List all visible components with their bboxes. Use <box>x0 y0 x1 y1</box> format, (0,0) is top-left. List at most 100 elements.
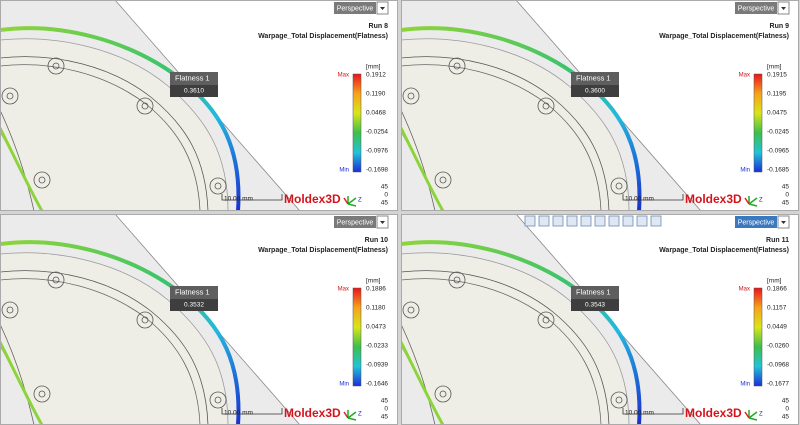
boss <box>537 311 555 329</box>
max-label: Max <box>739 73 750 79</box>
legend-value: 0.1912 <box>366 72 386 79</box>
boss-hole <box>214 182 222 190</box>
scene <box>0 0 398 211</box>
boss-hole <box>38 176 46 184</box>
color-bar <box>352 73 362 173</box>
boss <box>537 97 555 115</box>
legend-value: 0.1915 <box>767 72 787 79</box>
probe-value: 0.3600 <box>585 88 605 95</box>
toolbar-button[interactable] <box>538 215 550 227</box>
toolbar-button[interactable] <box>650 215 662 227</box>
legend-value: -0.0245 <box>767 129 789 136</box>
triad-label: Z <box>759 198 763 204</box>
legend-value: 0.1180 <box>366 305 386 312</box>
run-label: Run 11 <box>766 237 789 244</box>
min-label: Min <box>740 382 750 388</box>
view-angle: 45 <box>381 200 389 207</box>
triad-x <box>744 411 750 419</box>
legend-value: -0.1646 <box>366 381 388 388</box>
view-angle: 45 <box>782 414 790 421</box>
toolbar-button[interactable] <box>622 215 634 227</box>
part-inner <box>0 278 201 425</box>
legend-value: -0.0939 <box>366 362 388 369</box>
view-angle: 45 <box>381 184 389 191</box>
boss-hole <box>439 176 447 184</box>
probe-name: Flatness 1 <box>576 287 611 296</box>
probe-value: 0.3610 <box>184 88 204 95</box>
toolbar-button[interactable] <box>566 215 578 227</box>
dropdown-arrow <box>781 7 786 10</box>
scale-bar <box>221 194 283 201</box>
probe-value: 0.3532 <box>184 302 204 309</box>
legend-value: -0.1677 <box>767 381 789 388</box>
boss-hole <box>542 316 550 324</box>
toolbar-button[interactable] <box>608 215 620 227</box>
boss <box>1 301 19 319</box>
perspective-button[interactable] <box>735 216 777 228</box>
boss <box>209 177 227 195</box>
probe-header <box>571 286 619 299</box>
legend-value: -0.0968 <box>767 362 789 369</box>
min-label: Min <box>339 382 349 388</box>
legend-value: 0.0473 <box>366 324 386 331</box>
run-label: Run 10 <box>365 237 388 244</box>
rim-left <box>0 127 44 211</box>
max-label: Max <box>739 287 750 293</box>
min-label: Min <box>339 168 349 174</box>
probe-name: Flatness 1 <box>576 73 611 82</box>
toolbar-button[interactable] <box>580 215 592 227</box>
rim-left <box>401 127 445 211</box>
legend-value: -0.0965 <box>767 148 789 155</box>
legend-value: -0.0260 <box>767 343 789 350</box>
view-angle: 0 <box>785 192 789 199</box>
triad-x <box>343 197 349 205</box>
probe-body <box>170 299 218 311</box>
triad-x <box>343 411 349 419</box>
part-inner <box>401 109 436 211</box>
boss <box>610 177 628 195</box>
part-inner <box>0 270 209 425</box>
legend-value: 0.1886 <box>366 286 386 293</box>
logo: Moldex3D <box>685 192 742 206</box>
boss <box>136 97 154 115</box>
legend-value: -0.1698 <box>366 167 388 174</box>
perspective-button[interactable] <box>334 2 376 14</box>
triad-label: Z <box>358 412 362 418</box>
result-title: Warpage_Total Displacement(Flatness) <box>659 33 789 40</box>
boss-hole <box>52 276 60 284</box>
logo: Moldex3D <box>284 192 341 206</box>
legend-value: 0.1866 <box>767 286 787 293</box>
legend-value: 0.1195 <box>767 91 787 98</box>
dropdown-arrow <box>781 221 786 224</box>
boss <box>33 171 51 189</box>
toolbar-button[interactable] <box>552 215 564 227</box>
part-inner <box>401 270 610 425</box>
scale-label: 10.00 mm <box>224 410 253 417</box>
triad-x <box>744 197 750 205</box>
unit-label: [mm] <box>366 64 381 71</box>
perspective-label: Perspective <box>337 219 374 226</box>
view-angle: 45 <box>381 414 389 421</box>
min-label: Min <box>740 168 750 174</box>
boss <box>402 87 420 105</box>
part-inner <box>0 109 35 211</box>
probe-header <box>571 72 619 85</box>
boss <box>209 391 227 409</box>
toolbar-button[interactable] <box>524 215 536 227</box>
toolbar-button[interactable] <box>594 215 606 227</box>
boss-hole <box>615 396 623 404</box>
boss-hole <box>6 306 14 314</box>
toolbar-button[interactable] <box>636 215 648 227</box>
legend-value: -0.0254 <box>366 129 388 136</box>
legend-value: 0.1190 <box>366 91 386 98</box>
viewport: Perspective Run 10 Warpage_Total Displacem… <box>0 214 398 425</box>
scene <box>401 0 799 211</box>
perspective-button[interactable] <box>735 2 777 14</box>
boss-hole <box>214 396 222 404</box>
perspective-button[interactable] <box>334 216 376 228</box>
viewport: Perspective Run 9 Warpage_Total Displaceme… <box>401 0 799 211</box>
view-angle: 45 <box>782 184 790 191</box>
scale-bar <box>622 408 684 415</box>
color-bar <box>352 287 362 387</box>
